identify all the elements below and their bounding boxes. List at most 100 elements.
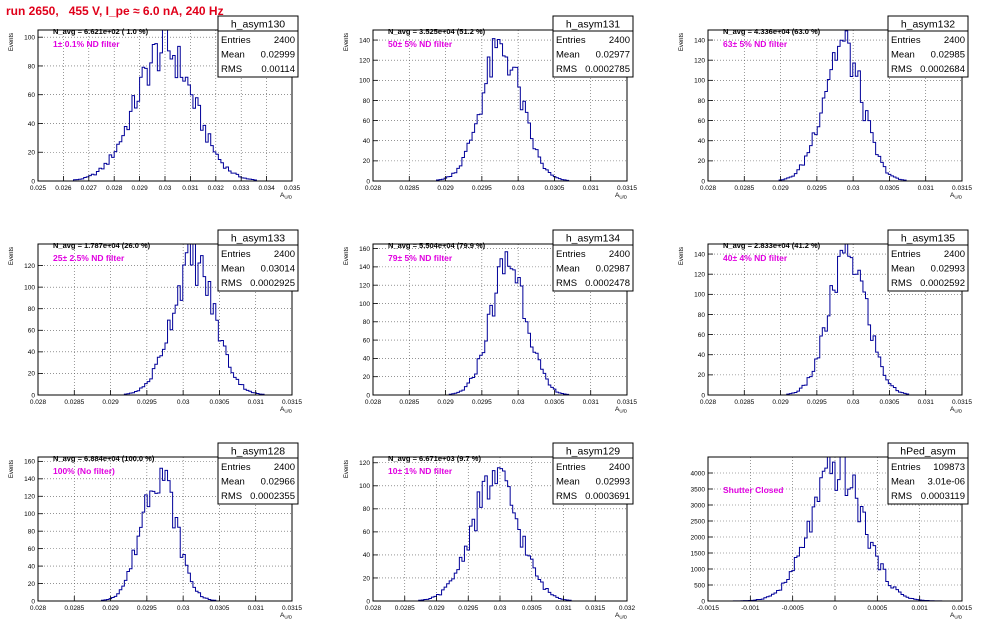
histogram-panel-hPed_asym: -0.0015 -0.001 -0.0005 0 0.0005 0.001 0.0015 0 5… [691,442,972,620]
stats-key-entries: Entries [556,35,586,46]
y-tick-label: 100 [694,292,705,299]
x-tick-label: 0.029 [437,399,454,406]
y-tick-label: 40 [28,121,36,128]
y-tick-label: 0 [31,178,35,185]
filter-label: 25± 2.5% ND filter [53,253,125,263]
y-tick-label: 60 [363,118,371,125]
x-tick-label: 0.028 [365,605,382,612]
stats-key-entries: Entries [556,462,586,473]
y-tick-label: 40 [28,349,36,356]
histogram-line [708,456,962,602]
stats-key-rms: RMS [891,278,912,289]
x-tick-label: 0.0305 [544,399,564,406]
x-tick-label: -0.0015 [697,605,719,612]
histogram-panel-h_asym131: 0.028 0.0285 0.029 0.0295 0.03 0.0305 0.031 0.0… [344,15,637,200]
y-tick-label: 120 [694,272,705,279]
y-tick-label: 20 [28,150,36,157]
y-axis-label: Events [9,460,15,478]
n-avg-label: N_avg = 6.884e+04 (100.0 %) [53,454,155,463]
stats-value-rms: 0.0003119 [921,491,965,502]
filter-label: 100% (No filter) [53,466,115,476]
x-tick-label: 0.0285 [64,399,84,406]
stats-key-rms: RMS [556,278,577,289]
y-tick-label: 60 [363,337,371,344]
x-tick-label: 0.0295 [807,399,827,406]
y-tick-label: 120 [359,58,370,65]
x-tick-label: 0.03 [177,605,190,612]
stats-value-mean: 0.02999 [261,50,295,61]
y-tick-label: 140 [359,37,370,44]
y-tick-label: 80 [28,528,36,535]
stats-key-mean: Mean [556,264,580,275]
stats-value-mean: 0.02977 [596,50,630,61]
x-tick-label: 0.03 [512,399,525,406]
stats-value-entries: 2400 [609,462,630,473]
stats-title: h_asym128 [231,446,285,458]
y-tick-label: 160 [359,246,370,253]
x-tick-label: 0.03 [159,185,172,192]
stats-value-entries: 2400 [944,249,965,260]
stats-box [217,229,299,292]
stats-value-rms: 0.0002478 [585,278,630,289]
stats-title: h_asym130 [231,19,285,31]
x-axis-label: AU/D [950,192,963,200]
x-tick-label: 0.031 [918,399,935,406]
y-tick-label: 80 [28,306,36,313]
x-axis-label: AU/D [280,612,293,620]
y-tick-label: 40 [363,356,371,363]
stats-title: h_asym132 [901,19,955,31]
stats-value-mean: 3.01e-06 [927,477,965,488]
stats-title: h_asym134 [566,233,620,245]
plot-frame [37,456,293,602]
stats-value-mean: 0.02993 [931,264,965,275]
x-tick-label: 0.03 [177,399,190,406]
y-tick-label: 140 [694,251,705,258]
y-tick-label: 100 [359,78,370,85]
x-tick-label: 0.028 [700,399,717,406]
x-tick-label: 0.028 [106,185,123,192]
stats-key-rms: RMS [891,64,912,75]
stats-title: h_asym135 [901,233,955,245]
x-axis-label: AU/D [280,192,293,200]
y-tick-label: 0 [31,598,35,605]
stats-value-entries: 2400 [609,35,630,46]
histogram-panel-h_asym129: 0.028 0.0285 0.029 0.0295 0.03 0.0305 0.031 0.0… [344,442,636,620]
stats-title: hPed_asym [900,446,956,458]
stats-value-rms: 0.0002684 [920,64,965,75]
stats-value-mean: 0.02993 [596,477,630,488]
x-tick-label: 0.0305 [209,605,229,612]
stats-key-rms: RMS [891,491,912,502]
stats-value-rms: 0.00114 [261,64,295,75]
x-tick-label: 0.031 [248,605,265,612]
histogram-panel-h_asym128: 0.028 0.0285 0.029 0.0295 0.03 0.0305 0.031 0.0… [9,442,302,620]
x-tick-label: 0.001 [912,605,929,612]
x-tick-label: 0.0315 [617,399,637,406]
y-tick-label: 60 [363,529,371,536]
x-tick-label: 0.029 [428,605,445,612]
y-tick-label: 80 [363,319,371,326]
y-axis-label: Events [679,33,685,51]
x-tick-label: 0.031 [583,399,600,406]
stats-key-rms: RMS [221,491,242,502]
stats-value-rms: 0.0002355 [250,491,295,502]
x-tick-label: 0.0285 [399,399,419,406]
stats-value-entries: 2400 [944,35,965,46]
stats-value-rms: 0.0002785 [585,64,630,75]
x-tick-label: 0.0305 [879,399,899,406]
x-tick-label: 0.033 [233,185,250,192]
y-tick-label: 140 [24,476,35,483]
x-tick-label: 0.0315 [617,185,637,192]
stats-box [552,229,634,292]
y-tick-label: 0 [366,392,370,399]
n-avg-label: N_avg = 3.525e+04 (51.2 %) [388,27,486,36]
x-axis-label: AU/D [615,406,628,414]
y-tick-label: 500 [694,582,705,589]
x-tick-label: 0.0285 [395,605,415,612]
x-tick-label: 0.025 [30,185,47,192]
n-avg-label: N_avg = 6.671e+03 (9.7 %) [388,454,481,463]
histogram-line [373,38,627,182]
stats-value-mean: 0.02966 [261,477,295,488]
stats-value-mean: 0.02985 [931,50,965,61]
histogram-panel-h_asym134: 0.028 0.0285 0.029 0.0295 0.03 0.0305 0.031 0.0… [344,229,637,414]
filter-label: 79± 5% ND filter [388,253,453,263]
